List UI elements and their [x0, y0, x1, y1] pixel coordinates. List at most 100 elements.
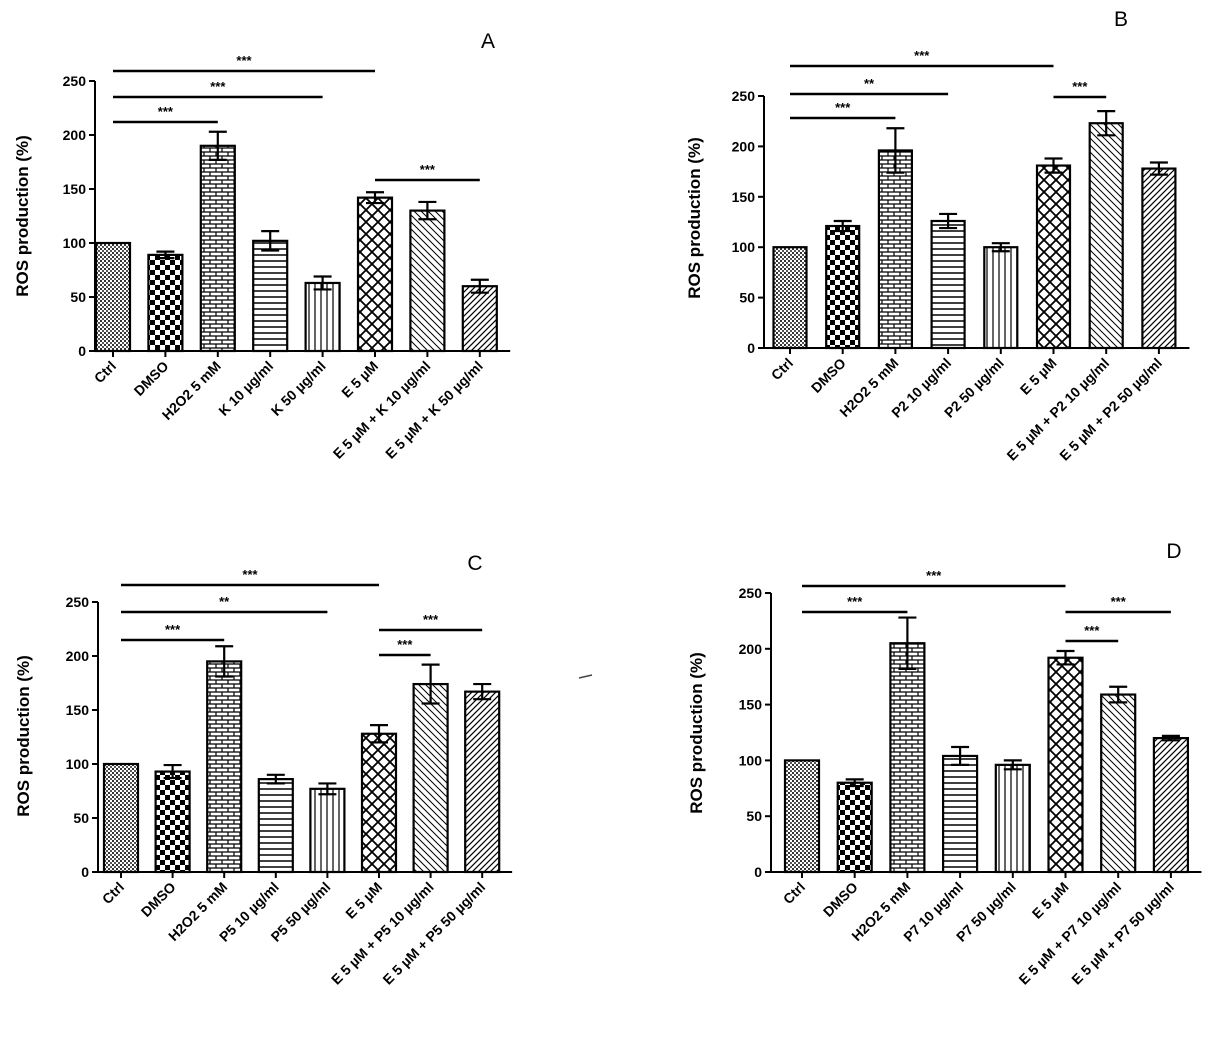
- x-tick-label: E 5 µM + P2 10 µg/ml: [1003, 355, 1112, 464]
- y-axis-label: ROS production (%): [13, 135, 32, 296]
- y-tick-label: 50: [73, 810, 89, 826]
- bar: [360, 732, 398, 874]
- significance-label: ***: [158, 104, 174, 119]
- bar: [356, 196, 394, 353]
- y-tick-label: 200: [63, 127, 87, 143]
- y-tick-label: 250: [63, 73, 87, 89]
- x-tick-label: E 5 µM: [338, 358, 381, 401]
- x-tick-label: Ctrl: [768, 355, 796, 383]
- bar: [412, 682, 449, 874]
- bar: [1047, 656, 1084, 874]
- significance-label: ***: [420, 162, 436, 177]
- x-tick-label: Ctrl: [91, 358, 119, 386]
- significance-label: ***: [1072, 79, 1088, 94]
- significance-label: ***: [926, 568, 942, 583]
- x-tick-label: E 5 µM + P5 10 µg/ml: [328, 879, 437, 988]
- bar: [1035, 164, 1072, 350]
- bar: [309, 787, 346, 874]
- y-tick-label: 250: [732, 88, 756, 104]
- x-tick-label: DMSO: [808, 355, 849, 396]
- y-tick-label: 0: [78, 343, 86, 359]
- y-axis-label: ROS production (%): [685, 137, 704, 298]
- y-axis-label: ROS production (%): [14, 655, 33, 816]
- x-tick-label: E 5 µM + K 10 µg/ml: [330, 358, 434, 462]
- significance-label: ***: [236, 53, 252, 68]
- bar: [252, 239, 289, 353]
- bar: [836, 781, 873, 874]
- significance-label: ***: [914, 48, 930, 63]
- panel-d-chart: D ROS production (%) 0 50 100 150 200 250 Ctrl DM…: [687, 540, 1202, 988]
- y-tick-label: 0: [81, 864, 89, 880]
- y-axis-label: ROS production (%): [687, 652, 706, 813]
- y-tick-label: 100: [63, 235, 87, 251]
- y-tick-label: 150: [739, 697, 763, 713]
- y-tick-label: 50: [70, 289, 86, 305]
- x-tick-label: E 5 µM: [342, 879, 385, 922]
- significance-label: ***: [847, 594, 863, 609]
- bar: [94, 241, 132, 353]
- x-tick-label: DMSO: [138, 879, 179, 920]
- bar: [772, 246, 808, 350]
- panel-letter: D: [1166, 540, 1181, 563]
- bar: [889, 642, 926, 874]
- y-tick-label: 50: [746, 808, 762, 824]
- significance-label: ***: [835, 100, 851, 115]
- bar: [304, 281, 341, 353]
- y-tick-label: 150: [63, 181, 87, 197]
- x-tick-label: E 5 µM + P5 50 µg/ml: [379, 879, 488, 988]
- bar: [825, 224, 861, 350]
- y-tick-label: 0: [747, 340, 755, 356]
- y-tick-label: 200: [66, 648, 90, 664]
- x-tick-label: Ctrl: [99, 879, 127, 907]
- x-tick-label: E 5 µM: [1029, 879, 1072, 922]
- panel-letter: B: [1114, 8, 1128, 31]
- x-tick-label: DMSO: [131, 358, 172, 399]
- bar: [941, 754, 979, 874]
- y-tick-label: 100: [66, 756, 90, 772]
- bar: [994, 763, 1031, 874]
- bar: [147, 253, 184, 353]
- bar: [983, 246, 1019, 350]
- x-tick-label: DMSO: [820, 879, 861, 920]
- y-tick-label: 100: [739, 752, 763, 768]
- panel-a-chart: A ROS production (%) 0 50 100 150 200 250 Ctrl DM…: [13, 30, 511, 462]
- x-tick-label: E 5 µM + P7 50 µg/ml: [1068, 879, 1177, 988]
- x-tick-label: E 5 µM: [1017, 355, 1060, 398]
- y-tick-label: 250: [66, 594, 90, 610]
- bar: [1141, 167, 1177, 350]
- significance-label: ***: [1111, 594, 1127, 609]
- x-tick-label: K 50 µg/ml: [268, 358, 329, 419]
- x-tick-label: E 5 µM + P7 10 µg/ml: [1015, 879, 1124, 988]
- significance-label: **: [864, 76, 875, 91]
- bar: [930, 219, 966, 350]
- panel-c-chart: C ROS production (%) 0 50 100 150 200 250 Ctrl DM…: [14, 552, 513, 988]
- x-tick-label: Ctrl: [780, 879, 808, 907]
- bar: [461, 285, 498, 353]
- bar: [206, 660, 243, 874]
- x-tick-label: E 5 µM + K 50 µg/ml: [382, 358, 486, 462]
- y-tick-label: 150: [66, 702, 90, 718]
- x-tick-label: K 10 µg/ml: [215, 358, 276, 419]
- bar: [1100, 693, 1137, 874]
- y-tick-label: 150: [732, 189, 756, 205]
- bar: [199, 144, 236, 353]
- bar: [154, 770, 191, 874]
- y-tick-label: 250: [739, 585, 763, 601]
- y-tick-label: 0: [754, 864, 762, 880]
- bar: [102, 762, 140, 874]
- bar: [1152, 736, 1190, 874]
- bar: [257, 778, 294, 874]
- y-tick-label: 100: [732, 239, 756, 255]
- y-tick-label: 50: [739, 290, 755, 306]
- stray-mark: [578, 674, 593, 679]
- significance-label: ***: [423, 612, 439, 627]
- bar: [409, 209, 446, 353]
- panel-letter: A: [481, 30, 495, 53]
- bar: [783, 759, 821, 874]
- significance-label: ***: [210, 79, 226, 94]
- bar: [464, 690, 501, 874]
- bar: [1088, 122, 1124, 350]
- y-tick-label: 200: [739, 641, 763, 657]
- y-tick-label: 200: [732, 138, 756, 154]
